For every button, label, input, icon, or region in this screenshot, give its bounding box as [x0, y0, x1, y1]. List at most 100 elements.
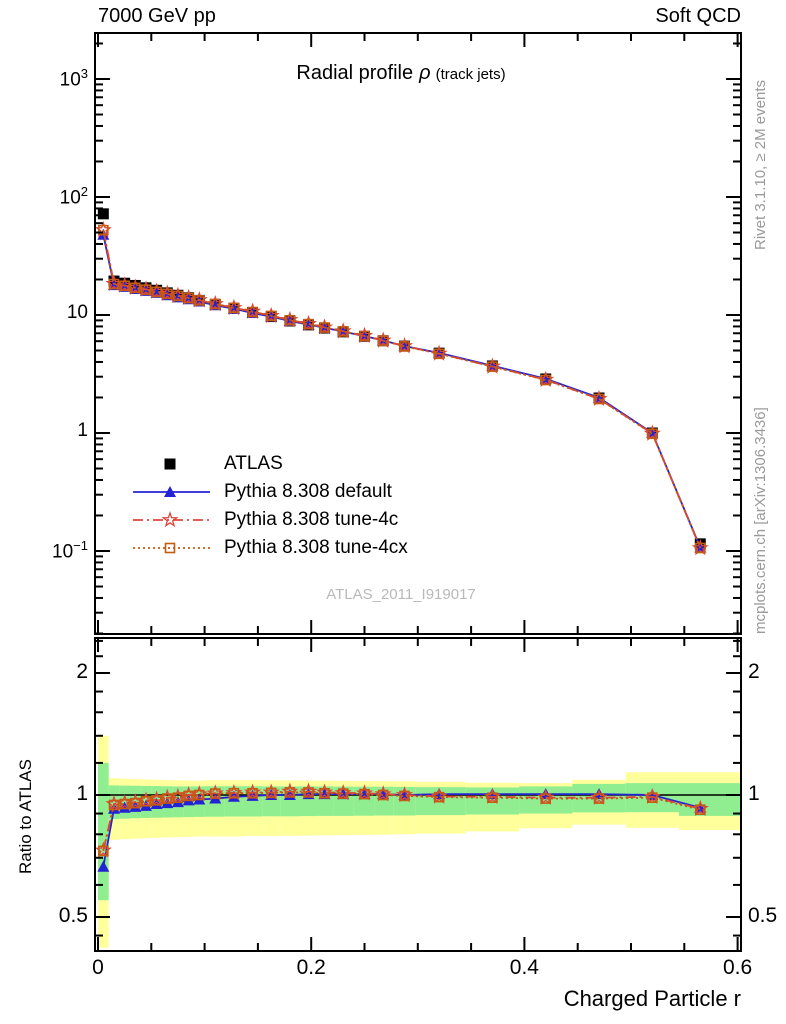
- legend-marker-sample: [164, 458, 176, 470]
- marker-open-square: [377, 789, 389, 801]
- series-pythia-8-308-tune-4cx: [98, 224, 706, 554]
- marker-open-square: [433, 791, 445, 803]
- green-band-bin: [108, 785, 120, 820]
- ratio-uncertainty-bands: [98, 735, 741, 948]
- marker-open-square: [284, 314, 296, 326]
- marker-open-square: [193, 295, 205, 306]
- marker-open-square: [161, 288, 173, 300]
- marker-open-square: [130, 797, 141, 809]
- legend-row: Pythia 8.308 default: [130, 478, 408, 506]
- legend-sample-triangle_filled: [133, 486, 210, 497]
- marker-open-square: [98, 845, 109, 857]
- marker-open-square: [540, 374, 552, 386]
- legend-marker-sample: [164, 542, 176, 554]
- x-tick-label: 0: [92, 956, 104, 979]
- marker-open-square: [359, 330, 370, 342]
- header-beam-energy: 7000 GeV pp: [98, 5, 216, 27]
- marker-open-square: [359, 788, 370, 800]
- marker-open-square: [265, 310, 277, 322]
- marker-open-square: [108, 278, 120, 290]
- marker-filled-triangle: [107, 802, 120, 814]
- legend-label: Pythia 8.308 default: [224, 481, 392, 502]
- marker-open-square: [647, 428, 658, 440]
- legend-label: ATLAS: [224, 453, 283, 474]
- ratio-y-tick-label-right: 1: [748, 782, 760, 805]
- marker-open-square: [108, 799, 120, 811]
- legend-marker-sample: [161, 510, 179, 528]
- marker-open-star: [161, 510, 179, 528]
- series-line: [102, 229, 702, 549]
- marker-open-square: [228, 787, 240, 799]
- marker-open-square: [247, 306, 258, 318]
- header-process: Soft QCD: [655, 5, 741, 27]
- watermark-analysis-id: ATLAS_2011_I919017: [326, 586, 476, 603]
- marker-open-square: [265, 787, 277, 799]
- marker-open-square: [593, 393, 605, 405]
- marker-open-square: [151, 795, 162, 806]
- marker-open-square: [319, 322, 330, 333]
- ratio-axis-title: Ratio to ATLAS: [16, 759, 35, 874]
- marker-open-square: [140, 795, 152, 807]
- legend: ATLAS Pythia 8.308 default Pythia 8.308 tu…: [130, 450, 408, 562]
- marker-open-square: [337, 788, 349, 799]
- marker-open-square: [193, 789, 205, 801]
- legend-label: Pythia 8.308 tune-4c: [224, 509, 399, 530]
- ratio-y-tick-label-right: 2: [748, 660, 760, 683]
- legend-row: Pythia 8.308 tune-4cx: [130, 534, 408, 562]
- x-tick-label: 0.2: [296, 956, 326, 979]
- marker-open-square: [119, 798, 130, 810]
- marker-open-square: [98, 224, 109, 236]
- ratio-line: [102, 791, 701, 852]
- marker-open-square: [140, 284, 152, 295]
- main-y-tick-label: 10: [66, 302, 88, 323]
- marker-open-square: [303, 318, 314, 330]
- marker-open-square: [647, 792, 658, 803]
- axes-frames: [94, 32, 742, 952]
- marker-filled-triangle: [97, 860, 110, 872]
- marker-filled-square: [164, 458, 176, 470]
- marker-open-square: [377, 335, 389, 347]
- marker-filled-square: [97, 208, 109, 220]
- marker-open-square: [694, 542, 706, 554]
- marker-open-square: [130, 282, 141, 294]
- ratio-y-tick-label-left: 1: [76, 782, 88, 805]
- marker-filled-triangle: [150, 798, 163, 810]
- marker-open-square: [337, 326, 349, 337]
- marker-filled-triangle: [118, 801, 131, 813]
- main-y-tick-label: 1: [77, 420, 88, 441]
- marker-open-square: [433, 348, 445, 360]
- main-series-group: [95, 208, 709, 556]
- marker-open-square: [172, 290, 184, 302]
- ratio-y-tick-label-right: 0.5: [748, 904, 778, 927]
- marker-filled-triangle: [164, 486, 176, 497]
- marker-open-square: [183, 790, 194, 802]
- main-y-tick-label: 10−1: [52, 538, 88, 563]
- marker-open-square: [183, 292, 194, 304]
- plot-title-text: Radial profile: [296, 62, 414, 84]
- marker-open-square: [161, 793, 173, 804]
- marker-open-square: [209, 788, 221, 799]
- marker-open-square: [119, 280, 130, 292]
- marker-open-square: [228, 302, 240, 314]
- green-band-bin: [98, 762, 109, 901]
- marker-open-square: [303, 787, 314, 798]
- marker-open-square: [540, 793, 552, 804]
- ratio-pythia-8-308-tune-4cx: [98, 787, 706, 857]
- marker-open-square: [694, 804, 706, 815]
- marker-open-square: [593, 793, 605, 804]
- plot-title-symbol: ρ: [419, 62, 431, 84]
- legend-row: ATLAS: [130, 450, 408, 478]
- plot-title-suffix: (track jets): [435, 66, 506, 83]
- marker-open-square: [399, 341, 410, 352]
- green-band-bin: [678, 783, 741, 816]
- legend-sample-square_filled: [164, 458, 176, 470]
- marker-open-square: [164, 542, 176, 554]
- x-tick-label: 0.4: [509, 956, 539, 979]
- marker-open-square: [487, 792, 498, 803]
- main-y-tick-label: 102: [59, 184, 88, 209]
- legend-marker-sample: [164, 486, 176, 497]
- legend-label: Pythia 8.308 tune-4cx: [224, 537, 408, 558]
- ratio-series-group: [95, 782, 709, 872]
